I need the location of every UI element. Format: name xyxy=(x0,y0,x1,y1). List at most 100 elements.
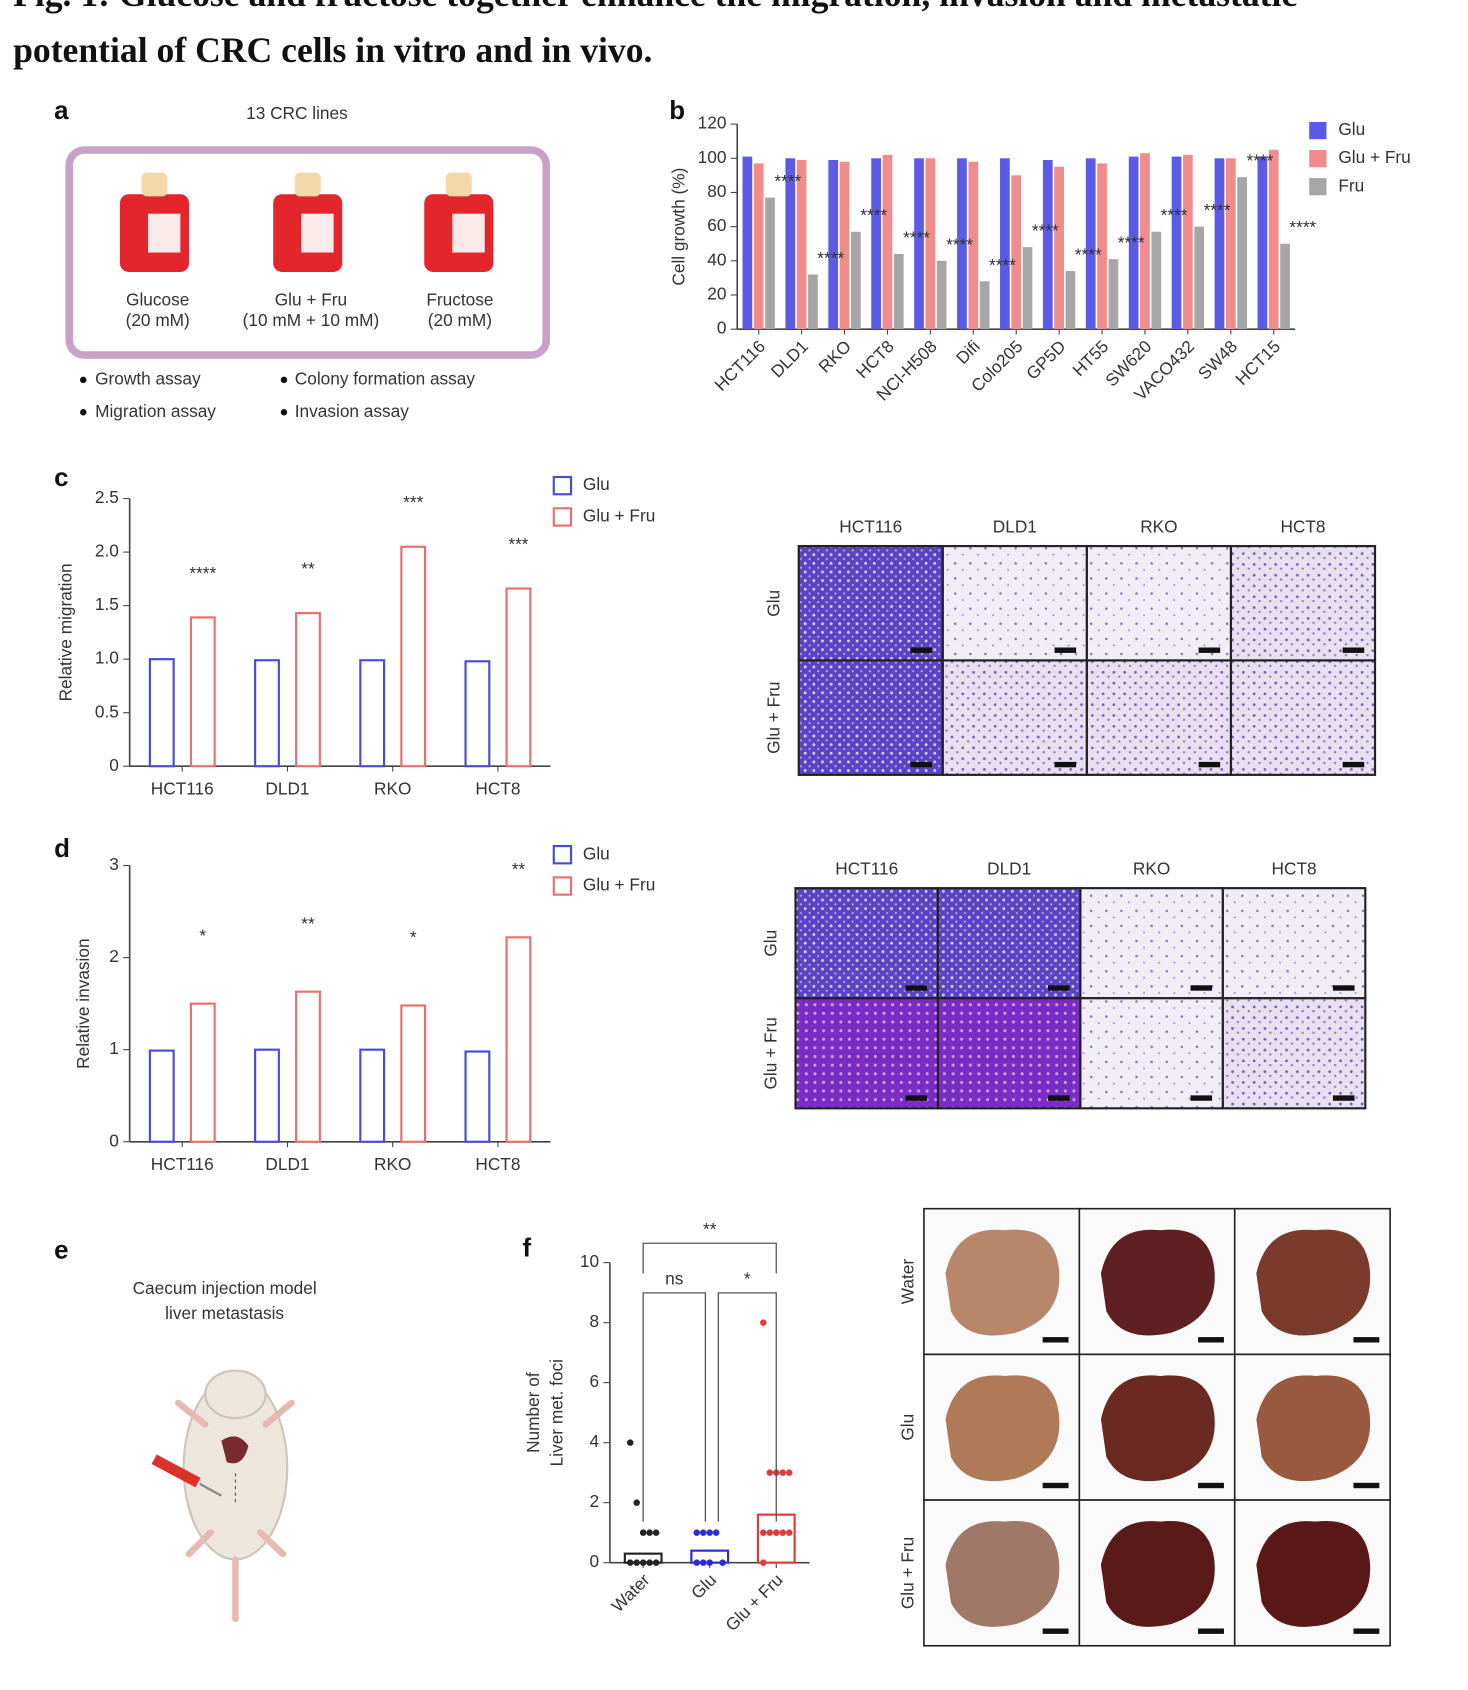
x-tick-label: Difi xyxy=(952,336,984,368)
liver xyxy=(1100,1375,1215,1482)
y-tick-label: 1.0 xyxy=(95,648,119,668)
column-label: RKO xyxy=(1133,858,1170,878)
scale-bar xyxy=(1353,1337,1380,1343)
legend-swatch xyxy=(552,507,573,527)
panel-label: a xyxy=(54,97,69,125)
y-tick-label: 2 xyxy=(590,1491,600,1511)
x-tick-label: GP5D xyxy=(1022,336,1069,383)
significance: **** xyxy=(1289,217,1316,237)
bar xyxy=(1171,156,1182,330)
legend-label: Fru xyxy=(1338,175,1364,195)
bar xyxy=(753,163,764,330)
panel-e-text: liver metastasis xyxy=(165,1303,284,1323)
data-point xyxy=(646,1559,653,1566)
liver xyxy=(945,1375,1060,1482)
scale-bar xyxy=(905,985,928,991)
bar xyxy=(295,990,321,1143)
scale-bar xyxy=(1042,1628,1069,1634)
panel-label: c xyxy=(54,464,68,492)
flasks xyxy=(119,172,494,272)
column-label: HCT116 xyxy=(839,516,902,536)
data-point xyxy=(626,1559,634,1566)
micrograph xyxy=(1221,997,1367,1110)
significance: **** xyxy=(1204,200,1231,220)
bar xyxy=(189,1002,216,1143)
scale-bar xyxy=(1353,1482,1380,1489)
x-tick-label: HCT15 xyxy=(1231,336,1284,389)
bar xyxy=(1194,226,1205,330)
bullet xyxy=(280,409,288,416)
bar xyxy=(742,156,753,330)
assay: Invasion assay xyxy=(295,401,409,421)
legend-swatch xyxy=(552,876,573,896)
y-tick-label: 0 xyxy=(109,755,119,775)
significance: **** xyxy=(989,255,1016,275)
data-point xyxy=(652,1529,660,1536)
data-point xyxy=(633,1499,640,1506)
bar xyxy=(189,616,216,768)
significance: ** xyxy=(703,1219,717,1239)
bar xyxy=(925,158,936,330)
column-label: DLD1 xyxy=(987,858,1031,878)
panel-label: b xyxy=(669,97,685,125)
x-tick-label: HCT8 xyxy=(475,1154,520,1174)
y-tick-label: 3 xyxy=(109,854,119,874)
y-tick-label: 8 xyxy=(590,1311,600,1331)
bar xyxy=(1280,243,1290,330)
y-tick-label: 2.0 xyxy=(95,541,119,561)
micrograph xyxy=(941,544,1088,662)
bar xyxy=(1022,247,1033,330)
bar xyxy=(295,612,321,768)
bar xyxy=(1268,149,1279,330)
data-point xyxy=(639,1559,647,1566)
bar xyxy=(871,158,881,330)
bar xyxy=(505,936,532,1143)
data-point xyxy=(706,1559,713,1566)
x-tick-label: DLD1 xyxy=(767,336,812,381)
y-tick-label: 120 xyxy=(698,113,727,133)
bar xyxy=(796,159,807,330)
scale-bar xyxy=(1332,985,1355,991)
scale-bar xyxy=(1054,761,1077,768)
x-tick-label: HCT116 xyxy=(151,1154,214,1174)
bar xyxy=(839,161,850,330)
y-axis-title: Relative invasion xyxy=(73,938,93,1068)
significance: **** xyxy=(774,171,801,191)
significance-bracket xyxy=(717,1292,777,1522)
bar xyxy=(148,658,175,768)
y-tick-label: 4 xyxy=(590,1431,600,1451)
bar xyxy=(1151,231,1162,330)
y-tick-label: 0 xyxy=(109,1130,119,1150)
y-tick-label: 20 xyxy=(707,284,726,304)
bar xyxy=(851,231,861,330)
data-point xyxy=(626,1439,634,1446)
bar xyxy=(400,545,427,768)
scale-bar xyxy=(1342,647,1365,653)
bar xyxy=(1225,158,1236,330)
data-point xyxy=(700,1559,707,1566)
bar xyxy=(148,1049,175,1143)
bar xyxy=(1085,158,1096,330)
significance: **** xyxy=(1032,221,1059,241)
y-tick-label: 0 xyxy=(717,318,727,338)
y-tick-label: 80 xyxy=(707,181,726,201)
bar xyxy=(1214,158,1225,330)
scale-bar xyxy=(1353,1628,1380,1634)
row-label: Glu xyxy=(764,590,784,617)
scale-bar xyxy=(1198,1337,1224,1343)
micrograph xyxy=(797,544,944,662)
scale-bar xyxy=(1198,1482,1224,1489)
legend-swatch xyxy=(1309,178,1327,196)
significance: * xyxy=(199,925,206,945)
bar xyxy=(808,274,818,330)
row-label: Glu xyxy=(897,1414,917,1441)
data-point xyxy=(773,1529,780,1536)
condition-name: Glu + Fru xyxy=(275,290,347,310)
legend-label: Glu xyxy=(583,843,610,863)
data-point xyxy=(693,1559,701,1566)
bar xyxy=(1097,163,1107,330)
x-tick-label: HCT116 xyxy=(151,779,214,799)
significance: *** xyxy=(508,534,528,554)
